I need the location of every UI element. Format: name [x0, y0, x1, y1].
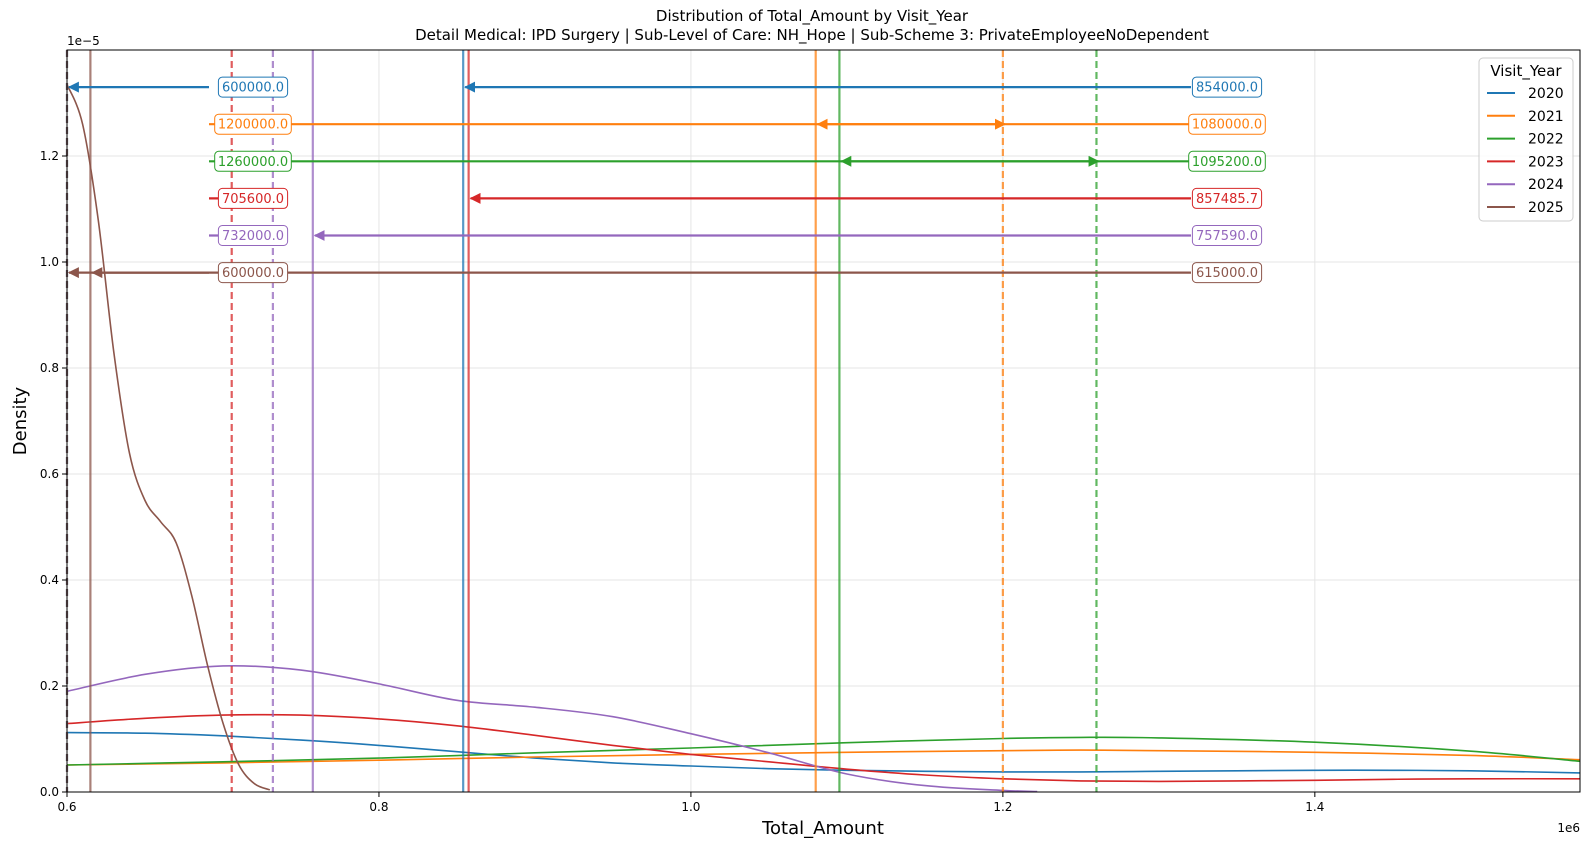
- x-offset-label: 1e6: [1557, 821, 1580, 835]
- x-axis-label: Total_Amount: [761, 818, 884, 839]
- density-curves: [66, 84, 1581, 793]
- median-label-box-2023: [217, 187, 289, 209]
- density-curve-2024: [66, 664, 1038, 793]
- legend-items: 2020 2021 2022 2023 2024 2025: [1487, 86, 1564, 216]
- legend-box: [1478, 57, 1574, 222]
- mean-label-2023: 857485.7: [1196, 192, 1258, 207]
- mean-label-box-2025: [1191, 262, 1263, 284]
- y-tick-label: 1.0: [40, 255, 59, 269]
- y-tick-label: 0.4: [40, 573, 59, 587]
- median-label-box-2021: [214, 113, 292, 135]
- y-axis-ticks: 0.0 0.2 0.4 0.6 0.8 1.0 1.2: [40, 149, 67, 799]
- x-tick-label: 1.4: [1305, 800, 1324, 814]
- x-tick-label: 0.6: [57, 800, 76, 814]
- mean-label-box-2021: [1188, 113, 1266, 135]
- legend-label-2025: 2025: [1528, 200, 1564, 216]
- y-tick-label: 0.2: [40, 679, 59, 693]
- mean-label-box-2020: [1191, 76, 1263, 98]
- y-tick-label: 1.2: [40, 149, 59, 163]
- median-label-2024: 732000.0: [222, 229, 284, 244]
- x-tick-label: 1.0: [681, 800, 700, 814]
- median-label-box-2025: [217, 262, 289, 284]
- mean-label-2024: 757590.0: [1196, 229, 1258, 244]
- x-tick-label: 1.2: [993, 800, 1012, 814]
- density-curve-2025: [66, 84, 271, 791]
- y-offset-label: 1e−5: [67, 34, 100, 48]
- density-curve-2023: [66, 713, 1581, 783]
- plot-frame: [66, 49, 1581, 793]
- legend-label-2021: 2021: [1528, 109, 1564, 125]
- legend-label-2023: 2023: [1528, 154, 1564, 170]
- mean-label-box-2024: [1191, 225, 1263, 246]
- x-axis-ticks: 0.6 0.8 1.0 1.2 1.4: [57, 792, 1324, 814]
- value-labels: 600000.0 854000.0 1200000.0 1080000.0 126000…: [214, 76, 1266, 284]
- median-label-2023: 705600.0: [222, 192, 284, 207]
- y-axis-label: Density: [10, 386, 31, 455]
- median-label-box-2022: [214, 150, 292, 172]
- y-tick-label: 0.6: [40, 467, 59, 481]
- x-tick-label: 0.8: [369, 800, 388, 814]
- median-label-2022: 1260000.0: [218, 155, 288, 170]
- median-label-box-2020: [217, 76, 289, 98]
- mean-label-box-2022: [1188, 150, 1266, 172]
- difference-arrows: [67, 81, 1191, 279]
- mean-label-2025: 615000.0: [1196, 266, 1258, 281]
- legend: Visit_Year 2020 2021 2022 2023 2024 2025: [1478, 57, 1574, 222]
- legend-label-2020: 2020: [1528, 86, 1564, 102]
- y-tick-label: 0.0: [40, 785, 59, 799]
- mean-label-2022: 1095200.0: [1192, 155, 1262, 170]
- y-tick-label: 0.8: [40, 361, 59, 375]
- chart-subtitle: Detail Medical: IPD Surgery | Sub-Level …: [415, 26, 1209, 45]
- median-label-2025: 600000.0: [222, 266, 284, 281]
- chart-title: Distribution of Total_Amount by Visit_Ye…: [656, 7, 969, 26]
- mean-label-2021: 1080000.0: [1192, 118, 1262, 133]
- mean-label-box-2023: [1191, 187, 1263, 209]
- mean-label-2020: 854000.0: [1196, 81, 1258, 96]
- density-curve-2022: [66, 736, 1581, 766]
- median-label-box-2024: [217, 225, 289, 246]
- median-label-2020: 600000.0: [222, 81, 284, 96]
- density-curve-2021: [66, 749, 1581, 766]
- legend-label-2022: 2022: [1528, 132, 1564, 148]
- median-label-2021: 1200000.0: [218, 118, 288, 133]
- legend-label-2024: 2024: [1528, 177, 1564, 193]
- legend-title: Visit_Year: [1490, 62, 1562, 81]
